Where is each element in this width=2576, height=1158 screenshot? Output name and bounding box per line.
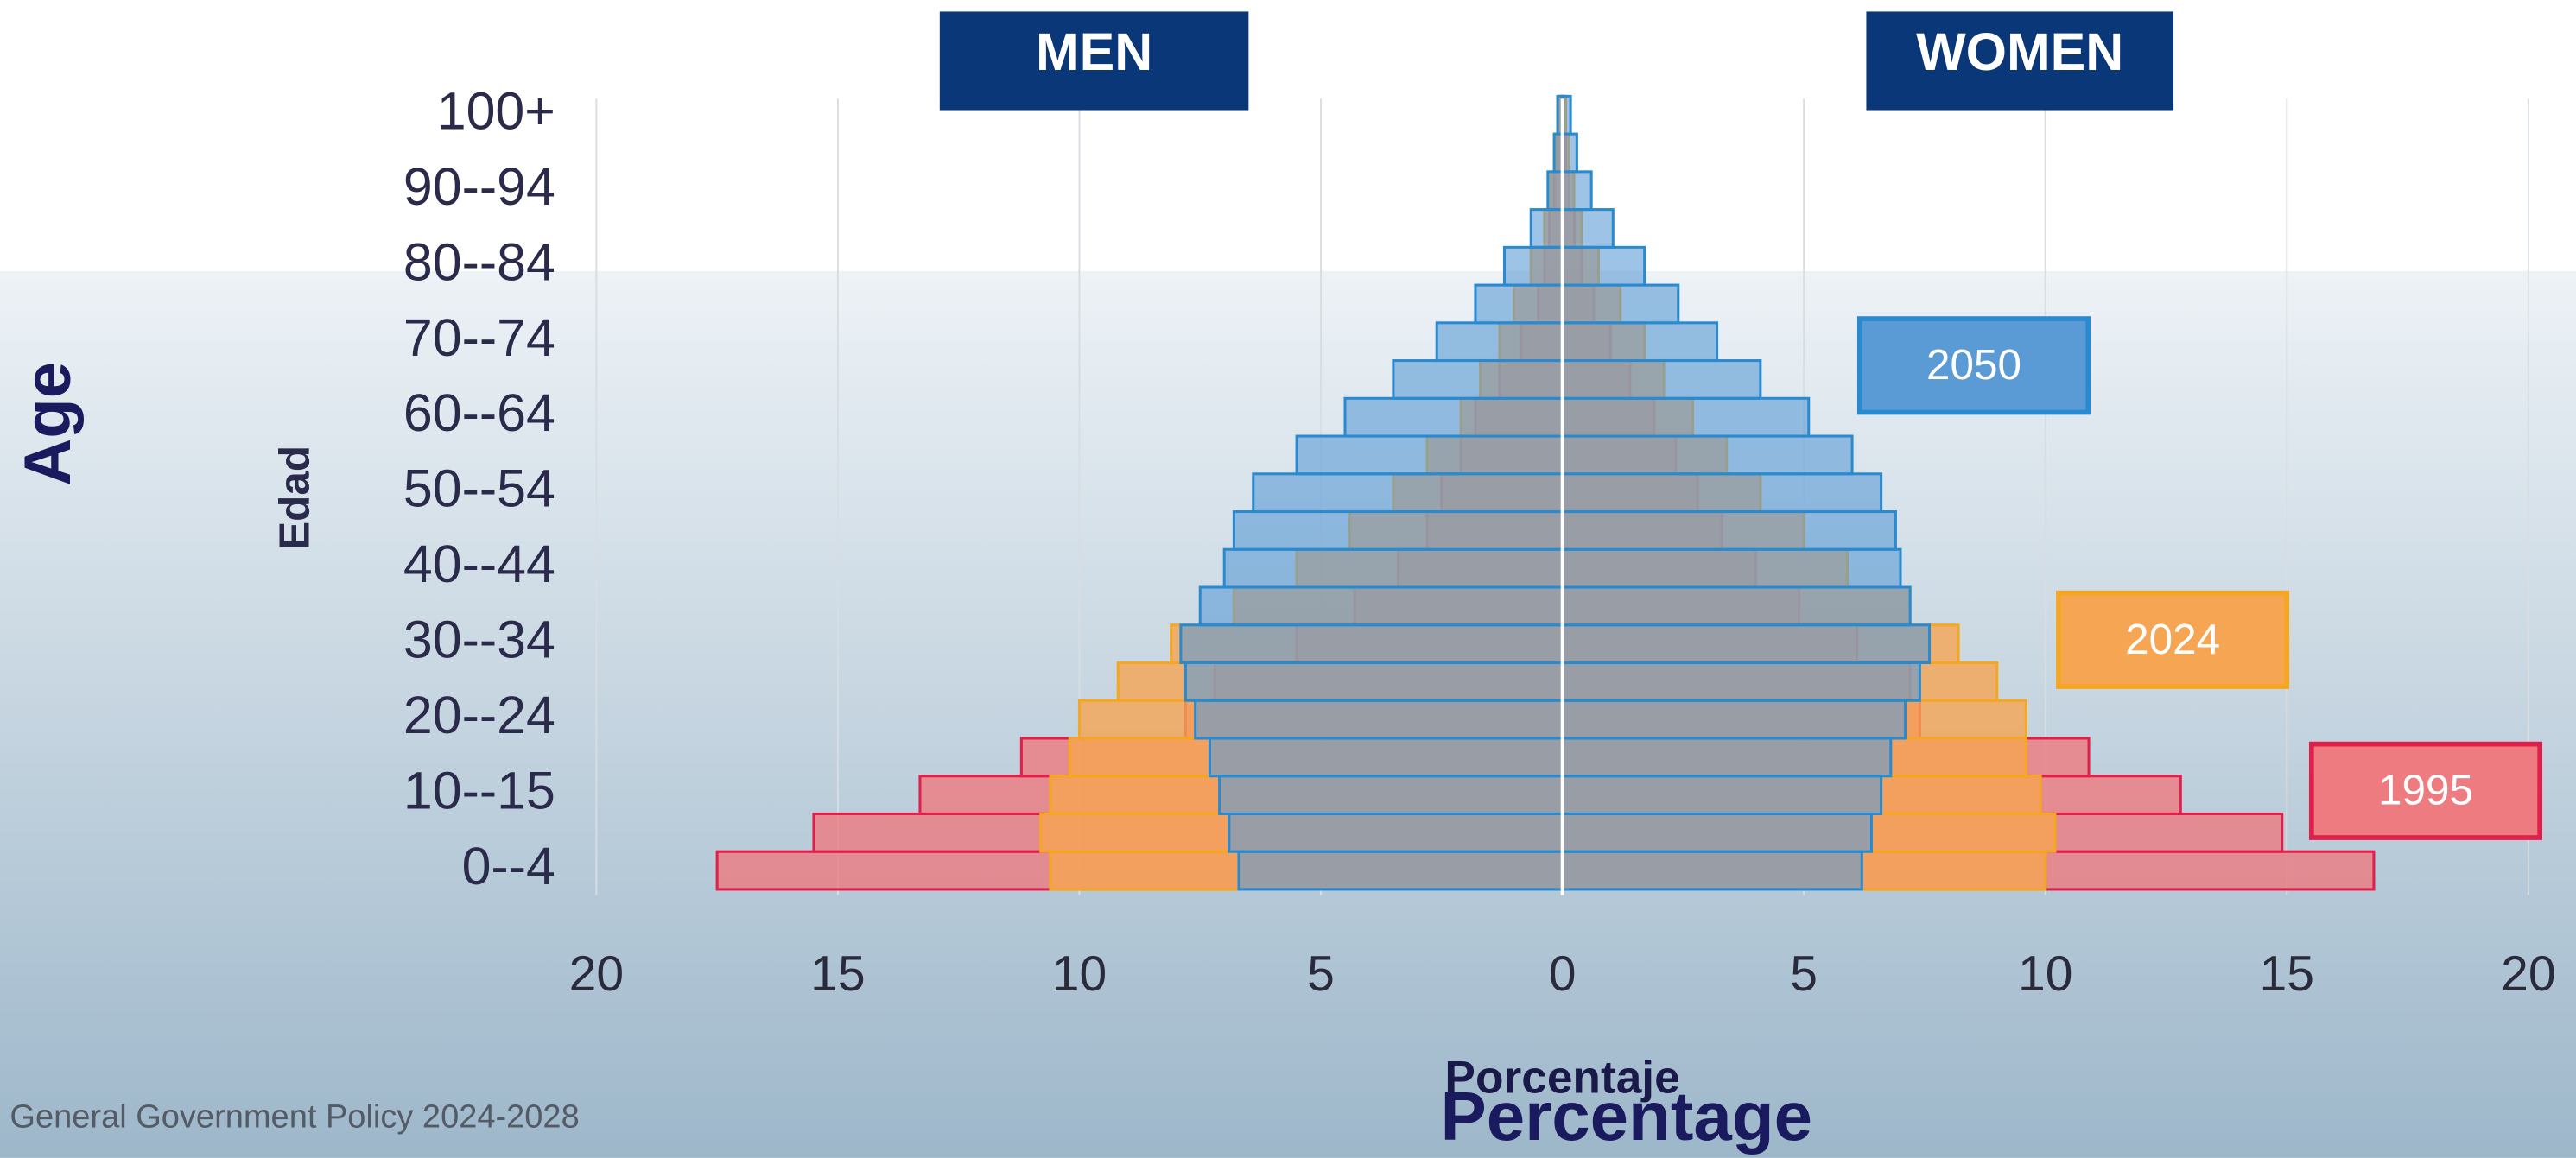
bar (1561, 623, 1932, 665)
bar (1561, 472, 1883, 514)
legend-label: 2050 (1926, 341, 2021, 389)
header-label: MEN (1036, 22, 1152, 81)
bar (1343, 396, 1564, 438)
bar (1392, 359, 1564, 400)
bar (1237, 850, 1564, 891)
bar (1502, 245, 1564, 287)
bar (1561, 699, 1907, 740)
bar (1561, 283, 1680, 325)
bar (1561, 132, 1578, 174)
y-tick-label: 30--34 (403, 611, 555, 669)
bar (1561, 585, 1912, 627)
x-tick-label: 20 (2501, 946, 2555, 1002)
bar (1546, 170, 1564, 212)
y-tick-label: 40--44 (403, 535, 555, 593)
bar (1295, 434, 1564, 476)
bar (1561, 812, 1873, 853)
legend-label: 1995 (2378, 767, 2473, 814)
bar (1435, 321, 1564, 363)
bar (1252, 472, 1564, 514)
bar (1561, 775, 1883, 815)
bar (1194, 699, 1564, 740)
legend-box (2056, 590, 2290, 689)
bar (1561, 510, 1897, 551)
bar (1529, 208, 1564, 249)
x-tick-label: 15 (2260, 946, 2314, 1002)
y-tick-label: 20--24 (403, 686, 555, 744)
bar (1561, 245, 1646, 287)
x-tick-label: 15 (810, 946, 865, 1002)
y-tick-label: 90--94 (403, 157, 555, 216)
y-axis-title: Edad (270, 446, 318, 550)
x-tick-label: 10 (1052, 946, 1107, 1002)
x-tick-label: 5 (1790, 946, 1818, 1002)
y-tick-label: 100+ (437, 81, 555, 140)
bar (1561, 547, 1902, 589)
bar (1561, 661, 1921, 702)
y-tick-label: 60--64 (403, 383, 555, 442)
bar (1561, 396, 1811, 438)
header-box (939, 11, 1249, 111)
x-tick-label: 0 (1549, 946, 1577, 1002)
bar (1474, 283, 1564, 325)
legend-box (2308, 741, 2543, 840)
bar (1561, 737, 1893, 778)
y-tick-label: 80--84 (403, 232, 555, 291)
y-tick-label: 50--54 (403, 459, 555, 518)
x-tick-label: 5 (1307, 946, 1335, 1002)
legend-label: 2024 (2125, 616, 2220, 663)
bar (1561, 850, 1863, 891)
x-axis-title-outer: Percentage (1440, 1078, 1812, 1155)
bar (1561, 359, 1762, 400)
bar (1222, 547, 1564, 589)
y-axis-title-outer: Age (11, 362, 85, 486)
y-tick-label: 70--74 (403, 308, 555, 367)
bar (1218, 775, 1564, 815)
bar (1198, 585, 1564, 627)
legend-box (1856, 316, 2091, 415)
bar (1232, 510, 1564, 551)
bar (1179, 623, 1564, 665)
footer: General Government Policy 2024-2028 (10, 1098, 579, 1135)
bar (1561, 321, 1719, 363)
x-tick-label: 10 (2018, 946, 2072, 1002)
bar (1561, 434, 1854, 476)
bar (1183, 661, 1564, 702)
header-box (1866, 11, 2174, 111)
header-label: WOMEN (1916, 22, 2123, 81)
x-tick-label: 20 (569, 946, 624, 1002)
x-axis-title: Porcentaje (1444, 1053, 1679, 1104)
bar (1208, 737, 1564, 778)
bar (1561, 170, 1593, 212)
bar (1561, 208, 1615, 249)
y-tick-label: 0--4 (462, 837, 555, 895)
bar (1228, 812, 1564, 853)
y-tick-label: 10--15 (403, 762, 555, 820)
